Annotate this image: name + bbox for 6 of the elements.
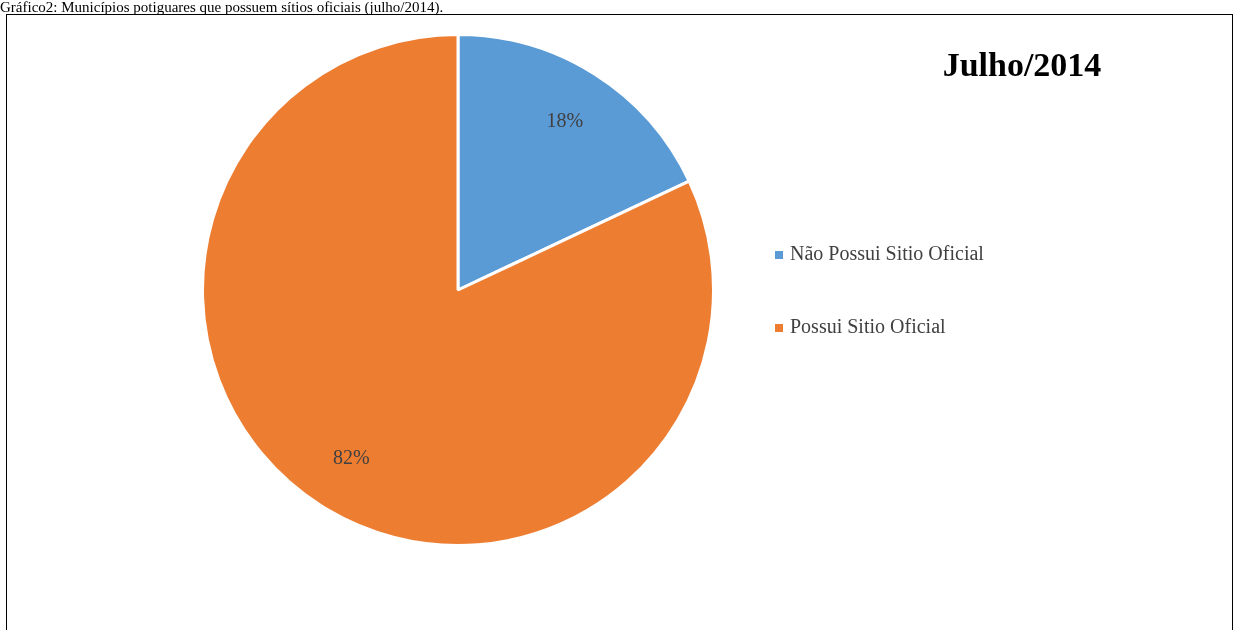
data-label: 18%	[546, 108, 584, 131]
text: Gráfico2: Municípios potiguares que possuem sítios oficiais (julho/2014).	[0, 0, 444, 16]
data-label: 82%	[332, 445, 370, 468]
legend-label: Não Possui Sitio Oficial	[790, 242, 985, 265]
chart-title: Julho/2014	[942, 45, 1102, 83]
legend-label: Possui Sitio Oficial	[790, 315, 947, 338]
